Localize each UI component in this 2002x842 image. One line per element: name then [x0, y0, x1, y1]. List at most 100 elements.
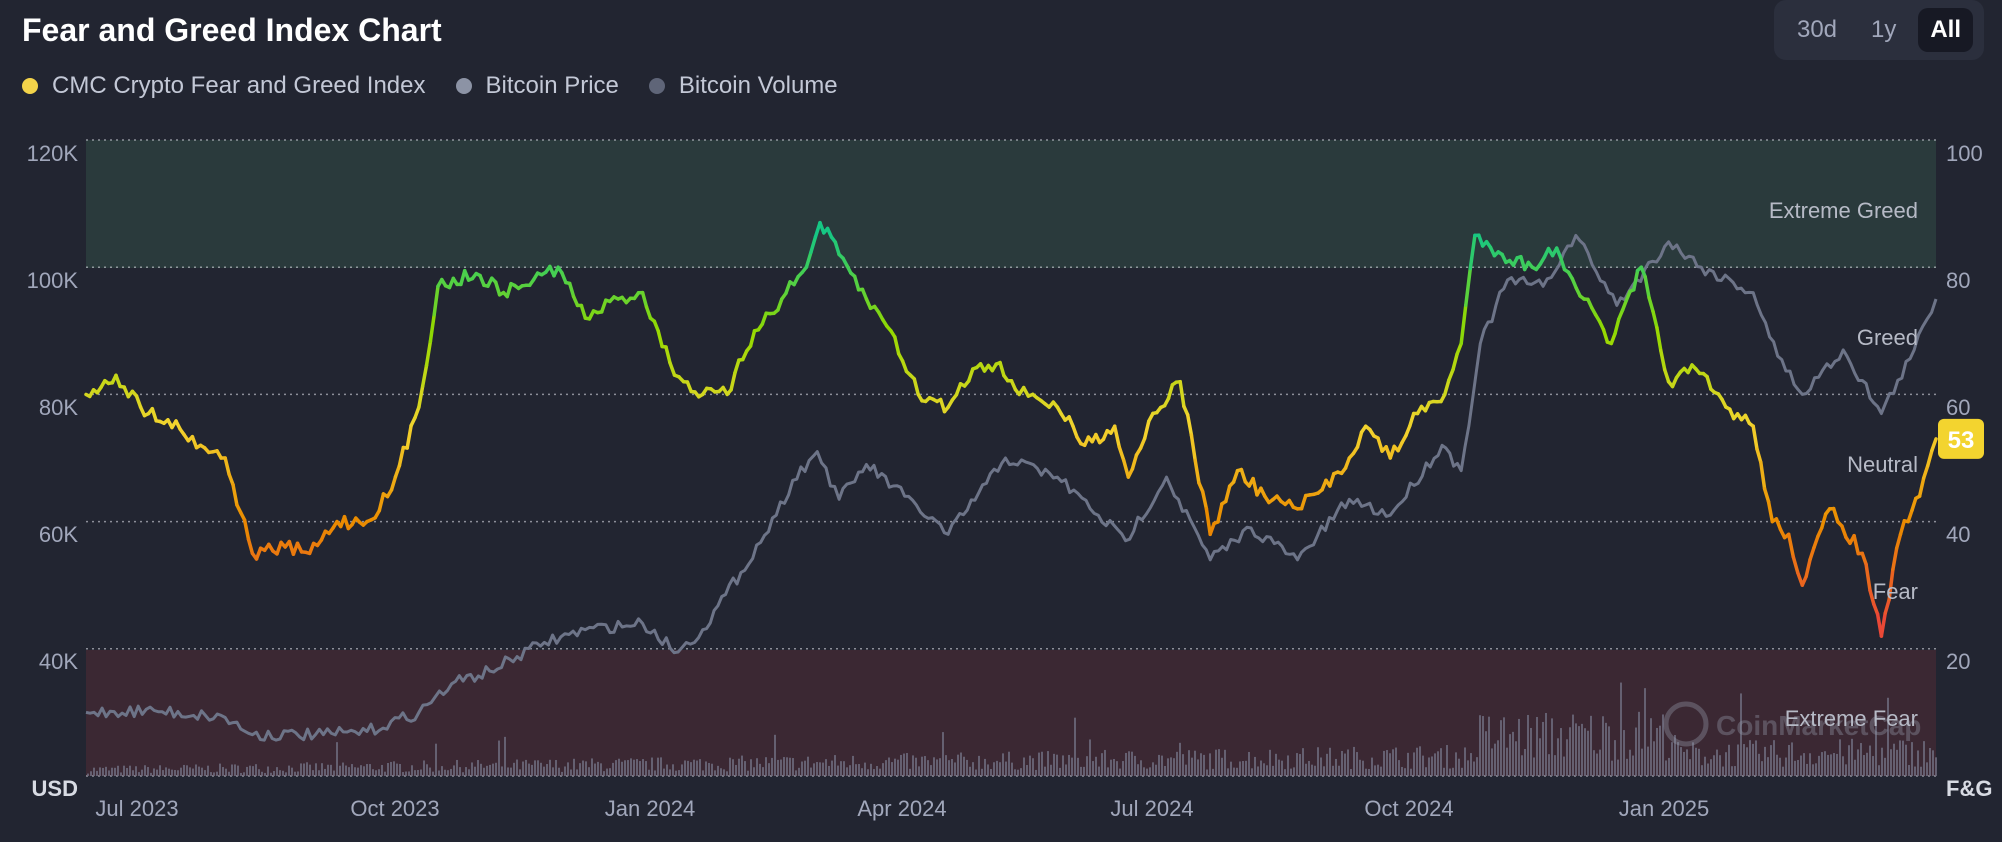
volume-bar	[1641, 748, 1643, 776]
volume-bar	[1053, 753, 1055, 776]
volume-bar	[1875, 714, 1877, 776]
fear-greed-segment	[567, 281, 576, 299]
zone-label-extreme-fear: Extreme Fear	[1785, 706, 1918, 731]
volume-bar	[1848, 745, 1850, 776]
volume-bar	[1716, 749, 1718, 776]
volume-bar	[423, 760, 425, 776]
volume-bar	[1872, 756, 1874, 776]
volume-bar	[1755, 740, 1757, 776]
fear-greed-segment	[1112, 424, 1121, 449]
fear-greed-segment	[900, 359, 909, 374]
fear-greed-segment	[938, 397, 947, 414]
volume-bar	[621, 761, 623, 776]
volume-bar	[1383, 750, 1385, 776]
volume-bar	[159, 765, 161, 776]
volume-bar	[105, 766, 107, 776]
volume-bar	[1209, 753, 1211, 776]
volume-bar	[897, 759, 899, 776]
volume-bar	[1185, 764, 1187, 776]
volume-bar	[267, 766, 269, 776]
fear-greed-segment	[1204, 506, 1212, 537]
volume-bar	[402, 772, 404, 776]
fear-greed-segment	[1443, 378, 1451, 397]
fear-greed-segment	[1774, 517, 1783, 532]
volume-bar	[738, 758, 740, 776]
volume-bar	[1809, 753, 1811, 776]
volume-bar	[1749, 740, 1751, 776]
volume-bar	[1701, 765, 1703, 776]
volume-bar	[1038, 752, 1040, 776]
volume-bar	[516, 759, 518, 776]
volume-bar	[1533, 757, 1535, 776]
volume-bar	[831, 760, 833, 776]
volume-bar	[1728, 744, 1730, 776]
volume-bar	[1173, 758, 1175, 776]
volume-bar	[1836, 753, 1838, 776]
volume-bar	[1668, 757, 1670, 776]
volume-bar	[441, 766, 443, 776]
volume-bar	[684, 760, 686, 776]
fear-greed-segment	[1655, 325, 1663, 353]
volume-bar	[1563, 756, 1565, 776]
fear-greed-segment	[1791, 554, 1800, 575]
volume-bar	[1776, 754, 1778, 776]
volume-bar	[1599, 749, 1601, 776]
volume-bar	[585, 761, 587, 776]
volume-bar	[633, 759, 635, 776]
volume-bar	[1842, 756, 1844, 776]
fear-greed-segment	[852, 274, 861, 292]
volume-bar	[1437, 751, 1439, 776]
volume-bar	[1647, 746, 1649, 776]
volume-bar	[1707, 763, 1709, 776]
fear-greed-segment	[1879, 611, 1887, 638]
volume-bar	[930, 765, 932, 776]
volume-bar	[1425, 767, 1427, 776]
volume-bar	[690, 762, 692, 776]
volume-bar	[708, 762, 710, 776]
volume-bar	[1770, 745, 1772, 776]
volume-bar	[1794, 760, 1796, 776]
volume-bar	[1020, 768, 1022, 776]
volume-bar	[1764, 746, 1766, 776]
volume-bar	[1734, 766, 1736, 776]
volume-bar	[1215, 749, 1217, 776]
volume-bar	[1224, 749, 1226, 776]
volume-bar	[1254, 756, 1256, 776]
volume-bar	[1008, 751, 1010, 776]
zone-label-greed: Greed	[1857, 325, 1918, 350]
legend-item-bitcoin-price[interactable]: Bitcoin Price	[455, 72, 619, 100]
fear-greed-segment	[784, 280, 792, 296]
volume-bar	[1158, 754, 1160, 776]
volume-bar	[714, 770, 716, 776]
volume-bar	[450, 768, 452, 776]
volume-bar	[1206, 769, 1208, 776]
range-30d-button[interactable]: 30d	[1785, 8, 1849, 52]
fear-greed-segment	[656, 329, 664, 349]
volume-bar	[354, 767, 356, 776]
fear-greed-segment	[599, 298, 608, 314]
range-1y-button[interactable]: 1y	[1859, 8, 1908, 52]
fear-greed-segment	[1468, 233, 1477, 271]
volume-bar	[123, 765, 125, 776]
volume-bar	[681, 764, 683, 776]
volume-bar	[408, 771, 410, 776]
fear-greed-segment	[1208, 521, 1216, 537]
volume-bar	[1377, 764, 1379, 776]
bitcoin-price-line[interactable]	[85, 233, 1938, 742]
volume-bar	[1869, 745, 1871, 776]
fear-greed-segment	[1189, 433, 1197, 463]
range-all-button[interactable]: All	[1918, 8, 1973, 52]
legend-item-fear-greed[interactable]: CMC Crypto Fear and Greed Index	[22, 72, 426, 100]
volume-bar	[1743, 744, 1745, 776]
volume-bar	[291, 767, 293, 776]
volume-bar	[924, 756, 926, 776]
right-axis-unit: F&G	[1946, 776, 1992, 801]
volume-bar	[1617, 759, 1619, 776]
volume-bar	[1746, 747, 1748, 776]
fear-greed-segment	[1142, 419, 1151, 441]
current-value-badge[interactable]: 53	[1938, 418, 1984, 459]
volume-bar	[474, 766, 476, 776]
fear-greed-line[interactable]	[84, 220, 1938, 638]
legend-item-bitcoin-volume[interactable]: Bitcoin Volume	[648, 72, 838, 100]
